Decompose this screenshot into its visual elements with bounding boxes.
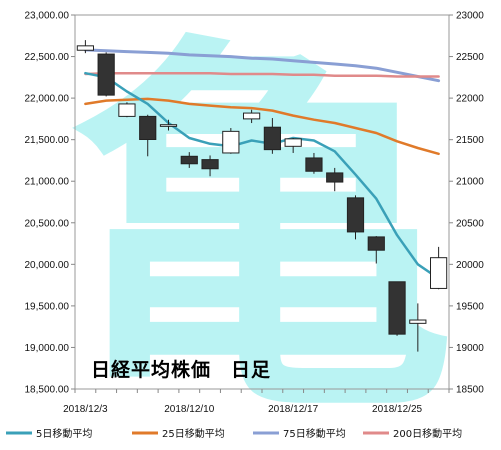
x-axis-ticks: 2018/12/3 2018/12/10 2018/12/17 2018/12/25 bbox=[63, 389, 450, 415]
right-tick-label: 19500 bbox=[456, 301, 484, 312]
right-tick-label: 21000 bbox=[456, 177, 484, 188]
legend-label: 200日移動平均 bbox=[393, 427, 462, 440]
x-tick-label: 2018/12/3 bbox=[63, 404, 108, 415]
ma-line-1 bbox=[84, 71, 440, 280]
left-tick-label: 22,500.00 bbox=[25, 52, 70, 63]
candle bbox=[180, 152, 198, 168]
candle-body-down bbox=[326, 172, 344, 183]
right-tick-label: 22500 bbox=[456, 52, 484, 63]
candle-body-up bbox=[243, 112, 261, 120]
candle bbox=[159, 119, 178, 131]
candle-body-down bbox=[367, 236, 385, 251]
candle-body-up bbox=[118, 103, 136, 117]
candle bbox=[263, 118, 281, 154]
left-tick-label: 21,000.00 bbox=[25, 177, 70, 188]
candle bbox=[243, 109, 261, 124]
candle-body-up bbox=[76, 45, 94, 51]
chart-title: 日経平均株価 日足 bbox=[91, 358, 271, 381]
ma-line-3 bbox=[83, 48, 441, 83]
candle-body-down bbox=[346, 197, 365, 233]
candle bbox=[346, 195, 365, 240]
x-tick-label: 2018/12/25 bbox=[372, 404, 422, 415]
candle-body-down bbox=[139, 115, 157, 141]
left-tick-label: 18,500.00 bbox=[25, 385, 70, 396]
legend-item-2: 25日移動平均 bbox=[132, 427, 225, 440]
legend-item-1: 5日移動平均 bbox=[6, 427, 92, 440]
right-tick-label: 20500 bbox=[456, 218, 484, 229]
candle bbox=[388, 281, 406, 336]
left-tick-label: 20,500.00 bbox=[25, 218, 70, 229]
ma-line-2 bbox=[84, 97, 440, 156]
candle bbox=[367, 236, 385, 264]
candle-body-up bbox=[159, 124, 178, 127]
moving-average-lines bbox=[83, 48, 441, 280]
legend-item-3: 75日移動平均 bbox=[253, 427, 346, 440]
candle-body-down bbox=[305, 157, 323, 172]
candle-body-down bbox=[388, 281, 406, 335]
candle bbox=[76, 40, 94, 54]
candle-body-down bbox=[180, 155, 198, 165]
legend-label: 25日移動平均 bbox=[162, 427, 225, 440]
left-tick-label: 21,500.00 bbox=[25, 135, 70, 146]
right-tick-label: 22000 bbox=[456, 94, 484, 105]
candles bbox=[76, 40, 448, 352]
left-axis-ticks: 18,500.00 19,000.00 19,500.00 20,000.00 20,5… bbox=[25, 11, 75, 396]
candle-body-up bbox=[222, 130, 240, 154]
candle-body-down bbox=[201, 159, 219, 170]
candle bbox=[222, 128, 240, 154]
right-tick-label: 20000 bbox=[456, 260, 484, 271]
right-tick-label: 21500 bbox=[456, 135, 484, 146]
candle-body-up bbox=[409, 319, 427, 324]
left-tick-label: 19,500.00 bbox=[25, 301, 70, 312]
candle-body-up bbox=[430, 257, 448, 289]
left-tick-label: 19,000.00 bbox=[25, 343, 70, 354]
candle bbox=[139, 114, 157, 157]
right-tick-label: 19000 bbox=[456, 343, 484, 354]
left-tick-label: 22,000.00 bbox=[25, 94, 70, 105]
legend-label: 75日移動平均 bbox=[283, 427, 346, 440]
candle bbox=[430, 246, 448, 290]
ma-line-4 bbox=[84, 71, 440, 78]
legend: 5日移動平均 25日移動平均 75日移動平均 200日移動平均 bbox=[6, 427, 462, 440]
right-tick-label: 18500 bbox=[456, 385, 484, 396]
x-tick-label: 2018/12/17 bbox=[268, 404, 318, 415]
candle bbox=[201, 155, 219, 177]
candle bbox=[118, 102, 136, 118]
left-tick-label: 23,000.00 bbox=[25, 11, 70, 22]
candle-body-up bbox=[284, 138, 302, 147]
candle bbox=[305, 152, 323, 174]
candle bbox=[97, 52, 115, 97]
legend-label: 5日移動平均 bbox=[36, 427, 92, 440]
right-axis-ticks: 18500 19000 19500 20000 20500 21000 21500 22000… bbox=[449, 11, 484, 396]
x-tick-label: 2018/12/10 bbox=[164, 404, 214, 415]
candle bbox=[409, 303, 427, 352]
candle bbox=[284, 138, 302, 153]
right-tick-label: 23000 bbox=[456, 11, 484, 22]
candle-body-down bbox=[263, 126, 281, 151]
candle bbox=[326, 167, 344, 192]
left-tick-label: 20,000.00 bbox=[25, 260, 70, 271]
candle-body-down bbox=[97, 53, 115, 96]
legend-item-4: 200日移動平均 bbox=[363, 427, 462, 440]
